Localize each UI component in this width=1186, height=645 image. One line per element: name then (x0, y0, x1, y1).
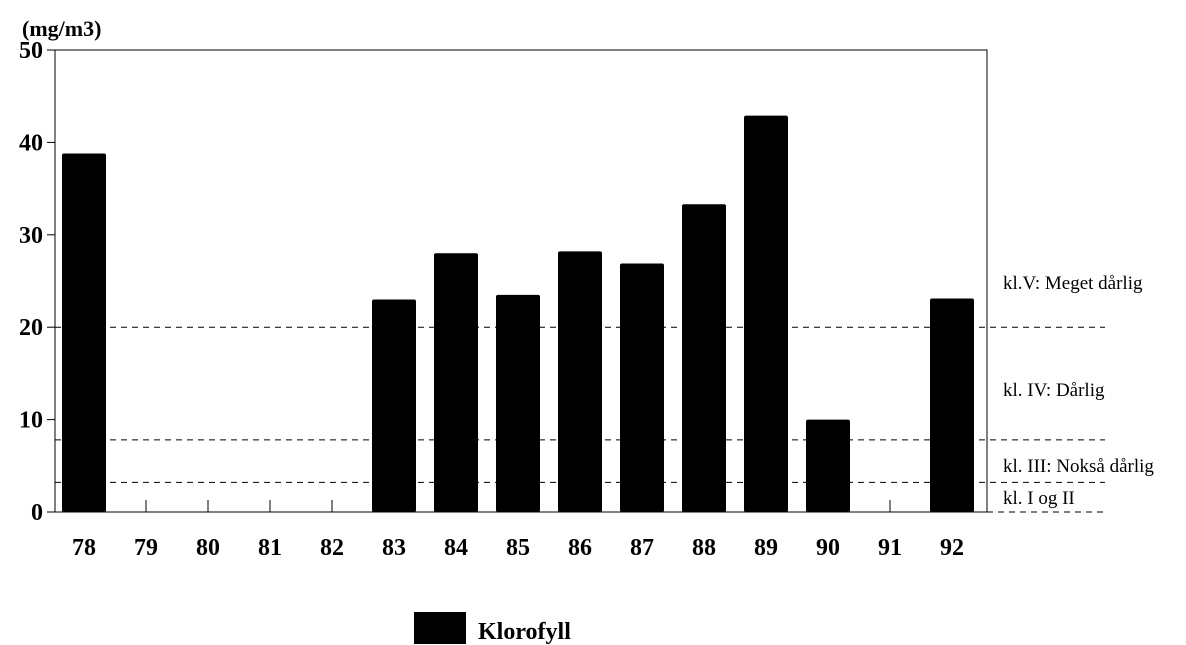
x-tick-label: 87 (630, 535, 654, 561)
x-tick-label: 90 (816, 535, 840, 561)
bar-83 (372, 299, 416, 512)
x-tick-label: 82 (320, 535, 344, 561)
bar-84 (434, 253, 478, 512)
x-tick-label: 91 (878, 535, 902, 561)
class-labels: kl.V: Meget dårlig kl. IV: Dårlig kl. III:… (1003, 273, 1154, 509)
class-label: kl. I og II (1003, 488, 1075, 509)
x-tick-label: 78 (72, 535, 96, 561)
bar-78 (62, 153, 106, 512)
x-tick-label: 84 (444, 535, 468, 561)
y-tick-label: 50 (19, 38, 43, 64)
class-label: kl. III: Nokså dårlig (1003, 456, 1154, 477)
y-tick-label: 10 (19, 408, 43, 434)
bar-88 (682, 204, 726, 513)
y-tick-label: 30 (19, 223, 43, 249)
legend: Klorofyll (414, 612, 571, 645)
bar-89 (744, 115, 788, 512)
class-label: kl.V: Meget dårlig (1003, 273, 1143, 294)
x-tick-label: 83 (382, 535, 406, 561)
legend-swatch-klorofyll (414, 612, 466, 644)
x-tick-label: 88 (692, 535, 716, 561)
y-tick-label: 40 (19, 130, 43, 156)
y-tick-label: 20 (19, 315, 43, 341)
bar-85 (496, 294, 540, 512)
legend-label-klorofyll: Klorofyll (478, 619, 571, 645)
x-tick-label: 89 (754, 535, 778, 561)
bar-90 (806, 419, 850, 512)
x-tick-label: 86 (568, 535, 592, 561)
y-tick-label: 0 (31, 500, 43, 526)
bar-86 (558, 251, 602, 512)
class-label: kl. IV: Dårlig (1003, 380, 1105, 401)
x-tick-label: 79 (134, 535, 158, 561)
bar-92 (930, 298, 974, 512)
y-axis-ticks: 0 10 20 30 40 50 (19, 38, 55, 526)
x-tick-label: 85 (506, 535, 530, 561)
bar-87 (620, 263, 664, 512)
x-tick-label: 81 (258, 535, 282, 561)
y-axis-unit-label: (mg/m3) (22, 16, 101, 41)
x-tick-label: 80 (196, 535, 220, 561)
bars (62, 115, 974, 513)
x-axis-ticks: 78 79 80 81 82 83 84 85 86 87 88 89 90 91 92 (72, 500, 964, 561)
x-tick-label: 92 (940, 535, 964, 561)
